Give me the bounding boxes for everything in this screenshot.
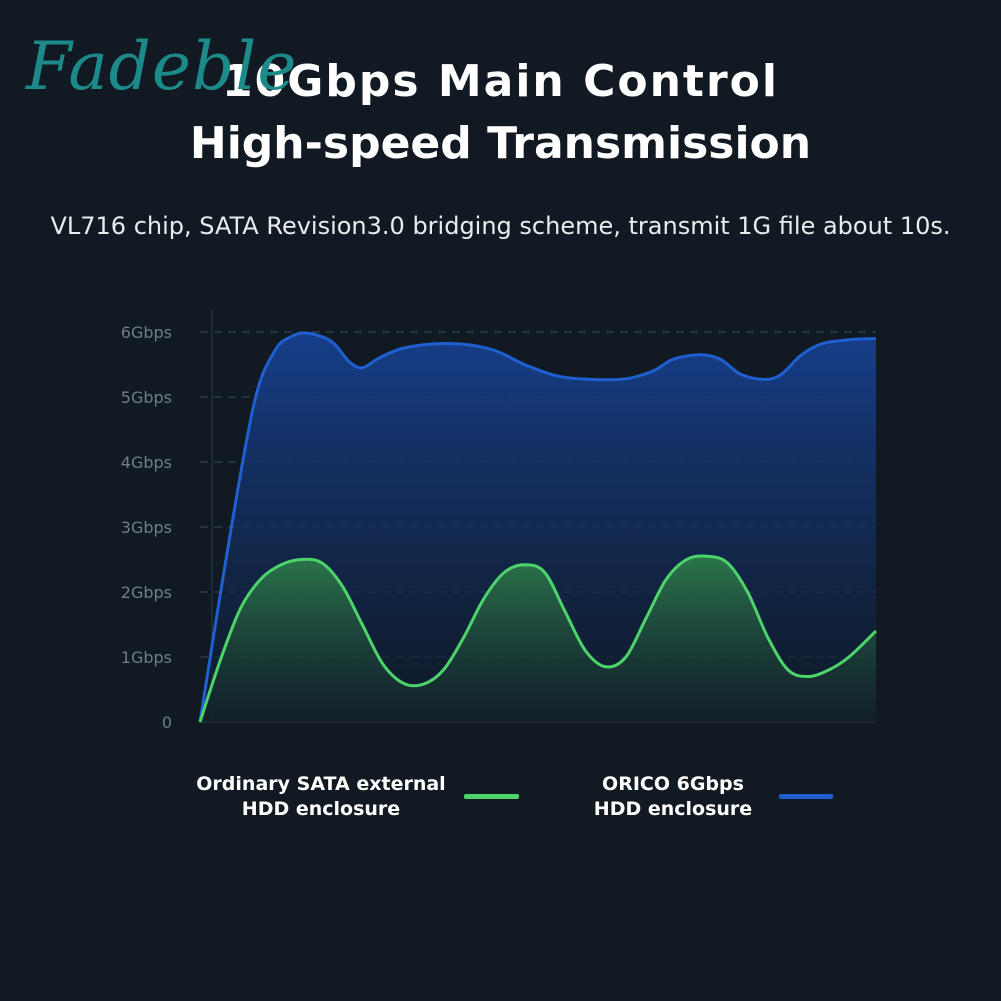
title-line-2: High-speed Transmission	[189, 118, 812, 169]
sata-series-line	[198, 554, 878, 723]
legend-orico: ORICO 6Gbps HDD enclosure	[570, 772, 776, 822]
sata-series-area	[200, 555, 876, 722]
orico-series-line	[198, 331, 877, 723]
legend-sata-label-line1: Ordinary SATA external	[196, 773, 446, 795]
legend-sata-swatch	[464, 794, 519, 799]
legend-orico-label-line1: ORICO 6Gbps	[602, 773, 744, 795]
y-tick-label: 6Gbps	[121, 323, 172, 342]
y-tick-label: 4Gbps	[121, 453, 172, 472]
subtitle: VL716 chip, SATA Revision3.0 bridging sc…	[50, 212, 951, 240]
y-tick-label: 5Gbps	[121, 388, 172, 407]
title-line-1: 10Gbps Main Control	[222, 56, 779, 107]
y-tick-label: 0	[162, 713, 172, 732]
y-tick-label: 1Gbps	[121, 648, 172, 667]
y-tick-label: 2Gbps	[121, 583, 172, 602]
y-tick-label: 3Gbps	[121, 518, 172, 537]
legend-sata-label-line2: HDD enclosure	[241, 798, 401, 820]
legend-orico-label-line2: HDD enclosure	[593, 798, 753, 820]
legend-orico-swatch	[779, 794, 833, 799]
legend-sata: Ordinary SATA external HDD enclosure	[190, 772, 452, 822]
y-tick-layer: 0 1Gbps 2Gbps 3Gbps 4Gbps 5Gbps 6Gbps	[121, 323, 172, 732]
throughput-chart: 0 1Gbps 2Gbps 3Gbps 4Gbps 5Gbps 6Gbps	[121, 310, 878, 732]
series-layer	[198, 331, 878, 723]
